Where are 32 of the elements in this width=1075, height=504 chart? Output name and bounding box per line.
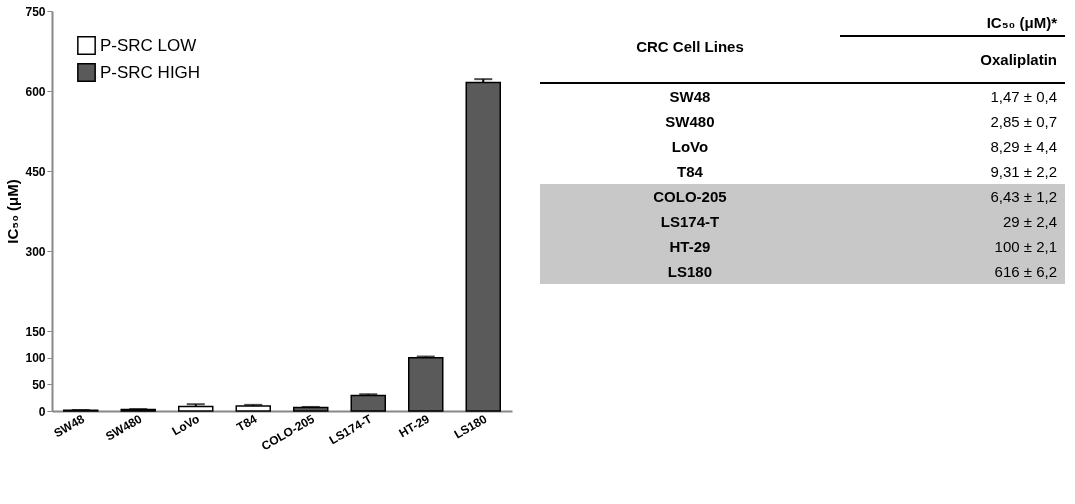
y-tick-label: 300 (25, 244, 46, 259)
text: Oxaliplatin (839, 36, 1065, 83)
text: 100 ± 2,1 (993, 237, 1058, 257)
y-tick-label: 100 (25, 351, 46, 366)
text: 29 ± 2,4 (1001, 212, 1058, 232)
y-tick-label: 0 (38, 404, 46, 419)
text: 8,29 ± 4,4 (989, 137, 1058, 157)
y-tick-label: 600 (25, 84, 46, 99)
text: 1,47 ± 0,4 (989, 87, 1058, 107)
text: 2,85 ± 0,7 (989, 112, 1058, 132)
legend-label: P-SRC LOW (100, 35, 197, 55)
y-tick-label: 150 (25, 324, 46, 339)
text: LS180 (666, 262, 714, 282)
text: T84 (676, 162, 704, 182)
text: SW48 (668, 87, 712, 107)
y-tick-label: 450 (25, 164, 46, 179)
text: 616 ± 6,2 (993, 262, 1058, 282)
text: HT-29 (668, 237, 712, 257)
x-tick-label: T84 (234, 411, 260, 435)
legend-label: P-SRC HIGH (100, 62, 201, 82)
text: COLO-205 (652, 187, 728, 207)
text: SW480 (664, 112, 716, 132)
y-axis-title: IC₅₀ (μM) (4, 179, 22, 244)
y-tick-label: 50 (32, 377, 46, 392)
text: 9,31 ± 2,2 (989, 162, 1058, 182)
text: 6,43 ± 1,2 (989, 187, 1058, 207)
y-tick-label: 750 (25, 4, 46, 19)
x-tick-label: LoVo (169, 411, 202, 439)
text: IC₅₀ (μM)* (839, 10, 1065, 36)
text: CRC Cell Lines (540, 10, 840, 83)
text: LS174-T (659, 212, 721, 232)
text: LoVo (670, 137, 710, 157)
